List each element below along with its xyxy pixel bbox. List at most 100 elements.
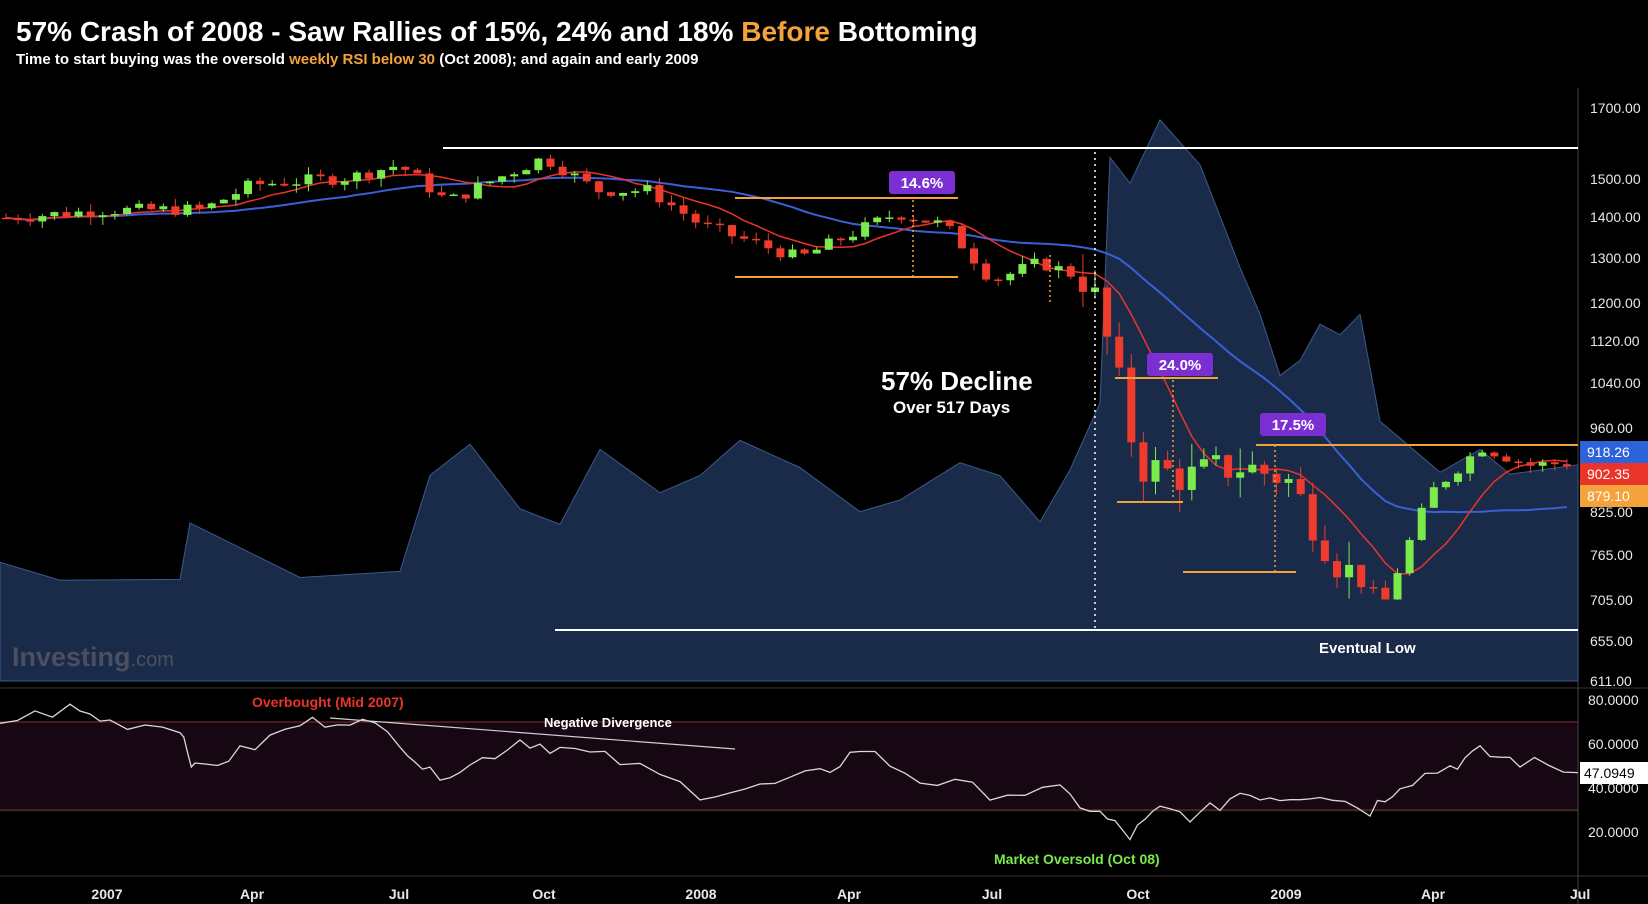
candle [207, 202, 216, 210]
candle-body [764, 240, 773, 249]
candle [1393, 568, 1402, 600]
candle [945, 219, 954, 230]
candle-body [1078, 276, 1087, 292]
candle-body [1333, 561, 1341, 578]
candle [498, 175, 507, 185]
rsi-line [0, 703, 1579, 841]
candle-body [728, 225, 736, 237]
investing-logo: Investing.com [12, 642, 174, 672]
candle-body [449, 194, 458, 197]
candle-body [1066, 266, 1075, 277]
candle [437, 185, 446, 198]
candle [473, 176, 482, 200]
time-axis-tick: Apr [837, 886, 862, 902]
candle [607, 191, 615, 198]
candle [1441, 480, 1450, 490]
candle-body [365, 172, 373, 179]
candle-body [643, 185, 652, 192]
candle-body [982, 263, 991, 280]
candle [703, 215, 712, 229]
candle-body [921, 220, 930, 223]
time-axis-tick: Oct [1126, 886, 1150, 902]
candle-body [413, 169, 422, 174]
candle-body [679, 205, 688, 214]
candle [752, 232, 761, 245]
candle-body [1550, 462, 1559, 465]
candle [461, 194, 470, 203]
candle-body [2, 217, 10, 220]
candle [328, 173, 337, 188]
candle [582, 168, 591, 184]
candle-body [1429, 487, 1438, 508]
price-axis-tick: 825.00 [1590, 504, 1633, 520]
candle-body [1284, 479, 1293, 483]
candle [183, 200, 192, 217]
time-axis-tick: 2008 [685, 886, 716, 902]
candle-body [824, 238, 833, 250]
candle [74, 207, 83, 218]
candle-body [1127, 367, 1136, 443]
candle [788, 244, 797, 259]
candle-body [62, 212, 71, 217]
candle [655, 177, 664, 208]
candle [171, 199, 180, 217]
candle [812, 247, 821, 254]
candle-body [594, 181, 603, 193]
candle-body [1345, 564, 1354, 578]
candle [50, 211, 59, 221]
price-axis-tick: 765.00 [1590, 547, 1633, 563]
candle-body [304, 174, 313, 185]
candle-body [486, 181, 494, 184]
candle [110, 210, 119, 220]
price-axis-tick: 611.00 [1590, 673, 1632, 689]
candle-body [401, 166, 410, 170]
price-axis-tick: 1500.00 [1590, 171, 1641, 187]
candle-body [256, 180, 265, 185]
candle [1502, 453, 1511, 463]
candle [957, 222, 966, 249]
candle [836, 237, 845, 246]
candle-body [195, 204, 204, 209]
candle-body [86, 211, 95, 218]
candle [715, 218, 724, 232]
candle [1030, 252, 1039, 268]
candle-body [1187, 466, 1196, 490]
candle-body [607, 192, 615, 196]
rally-badge-label: 14.6% [901, 175, 944, 192]
candle [1357, 564, 1366, 594]
candle [1562, 459, 1571, 470]
candle-body [1454, 473, 1462, 482]
price-label-tag [1580, 463, 1648, 485]
candle-body [1272, 473, 1281, 483]
candle-body [1514, 461, 1523, 464]
candle-body [994, 279, 1003, 282]
time-axis-tick: Apr [240, 886, 265, 902]
candle-body [945, 220, 954, 227]
candle [1212, 446, 1220, 466]
candle [740, 231, 749, 242]
candle-body [1042, 258, 1051, 271]
candle [449, 193, 458, 197]
candle [594, 180, 603, 200]
candle [764, 233, 773, 254]
price-axis-tick: 1200.00 [1590, 295, 1641, 311]
candle [1526, 457, 1535, 473]
candle [1454, 471, 1462, 486]
candle [619, 192, 628, 201]
volume-area [0, 119, 1579, 682]
time-axis-tick: 2007 [91, 886, 122, 902]
rsi-axis-tick: 60.0000 [1588, 736, 1639, 752]
candle-body [498, 176, 507, 182]
candle-body [510, 174, 519, 177]
candle [1308, 482, 1317, 552]
candle-body [1163, 460, 1172, 469]
candle-body [1296, 479, 1305, 495]
candle [1139, 432, 1148, 502]
chart-header: 57% Crash of 2008 - Saw Rallies of 15%, … [0, 0, 1648, 88]
time-axis-tick: Jul [1570, 886, 1590, 902]
candle-body [691, 213, 700, 223]
candle [1018, 256, 1027, 277]
candle-body [219, 199, 228, 204]
candle [1284, 473, 1293, 497]
candle-body [849, 236, 857, 241]
